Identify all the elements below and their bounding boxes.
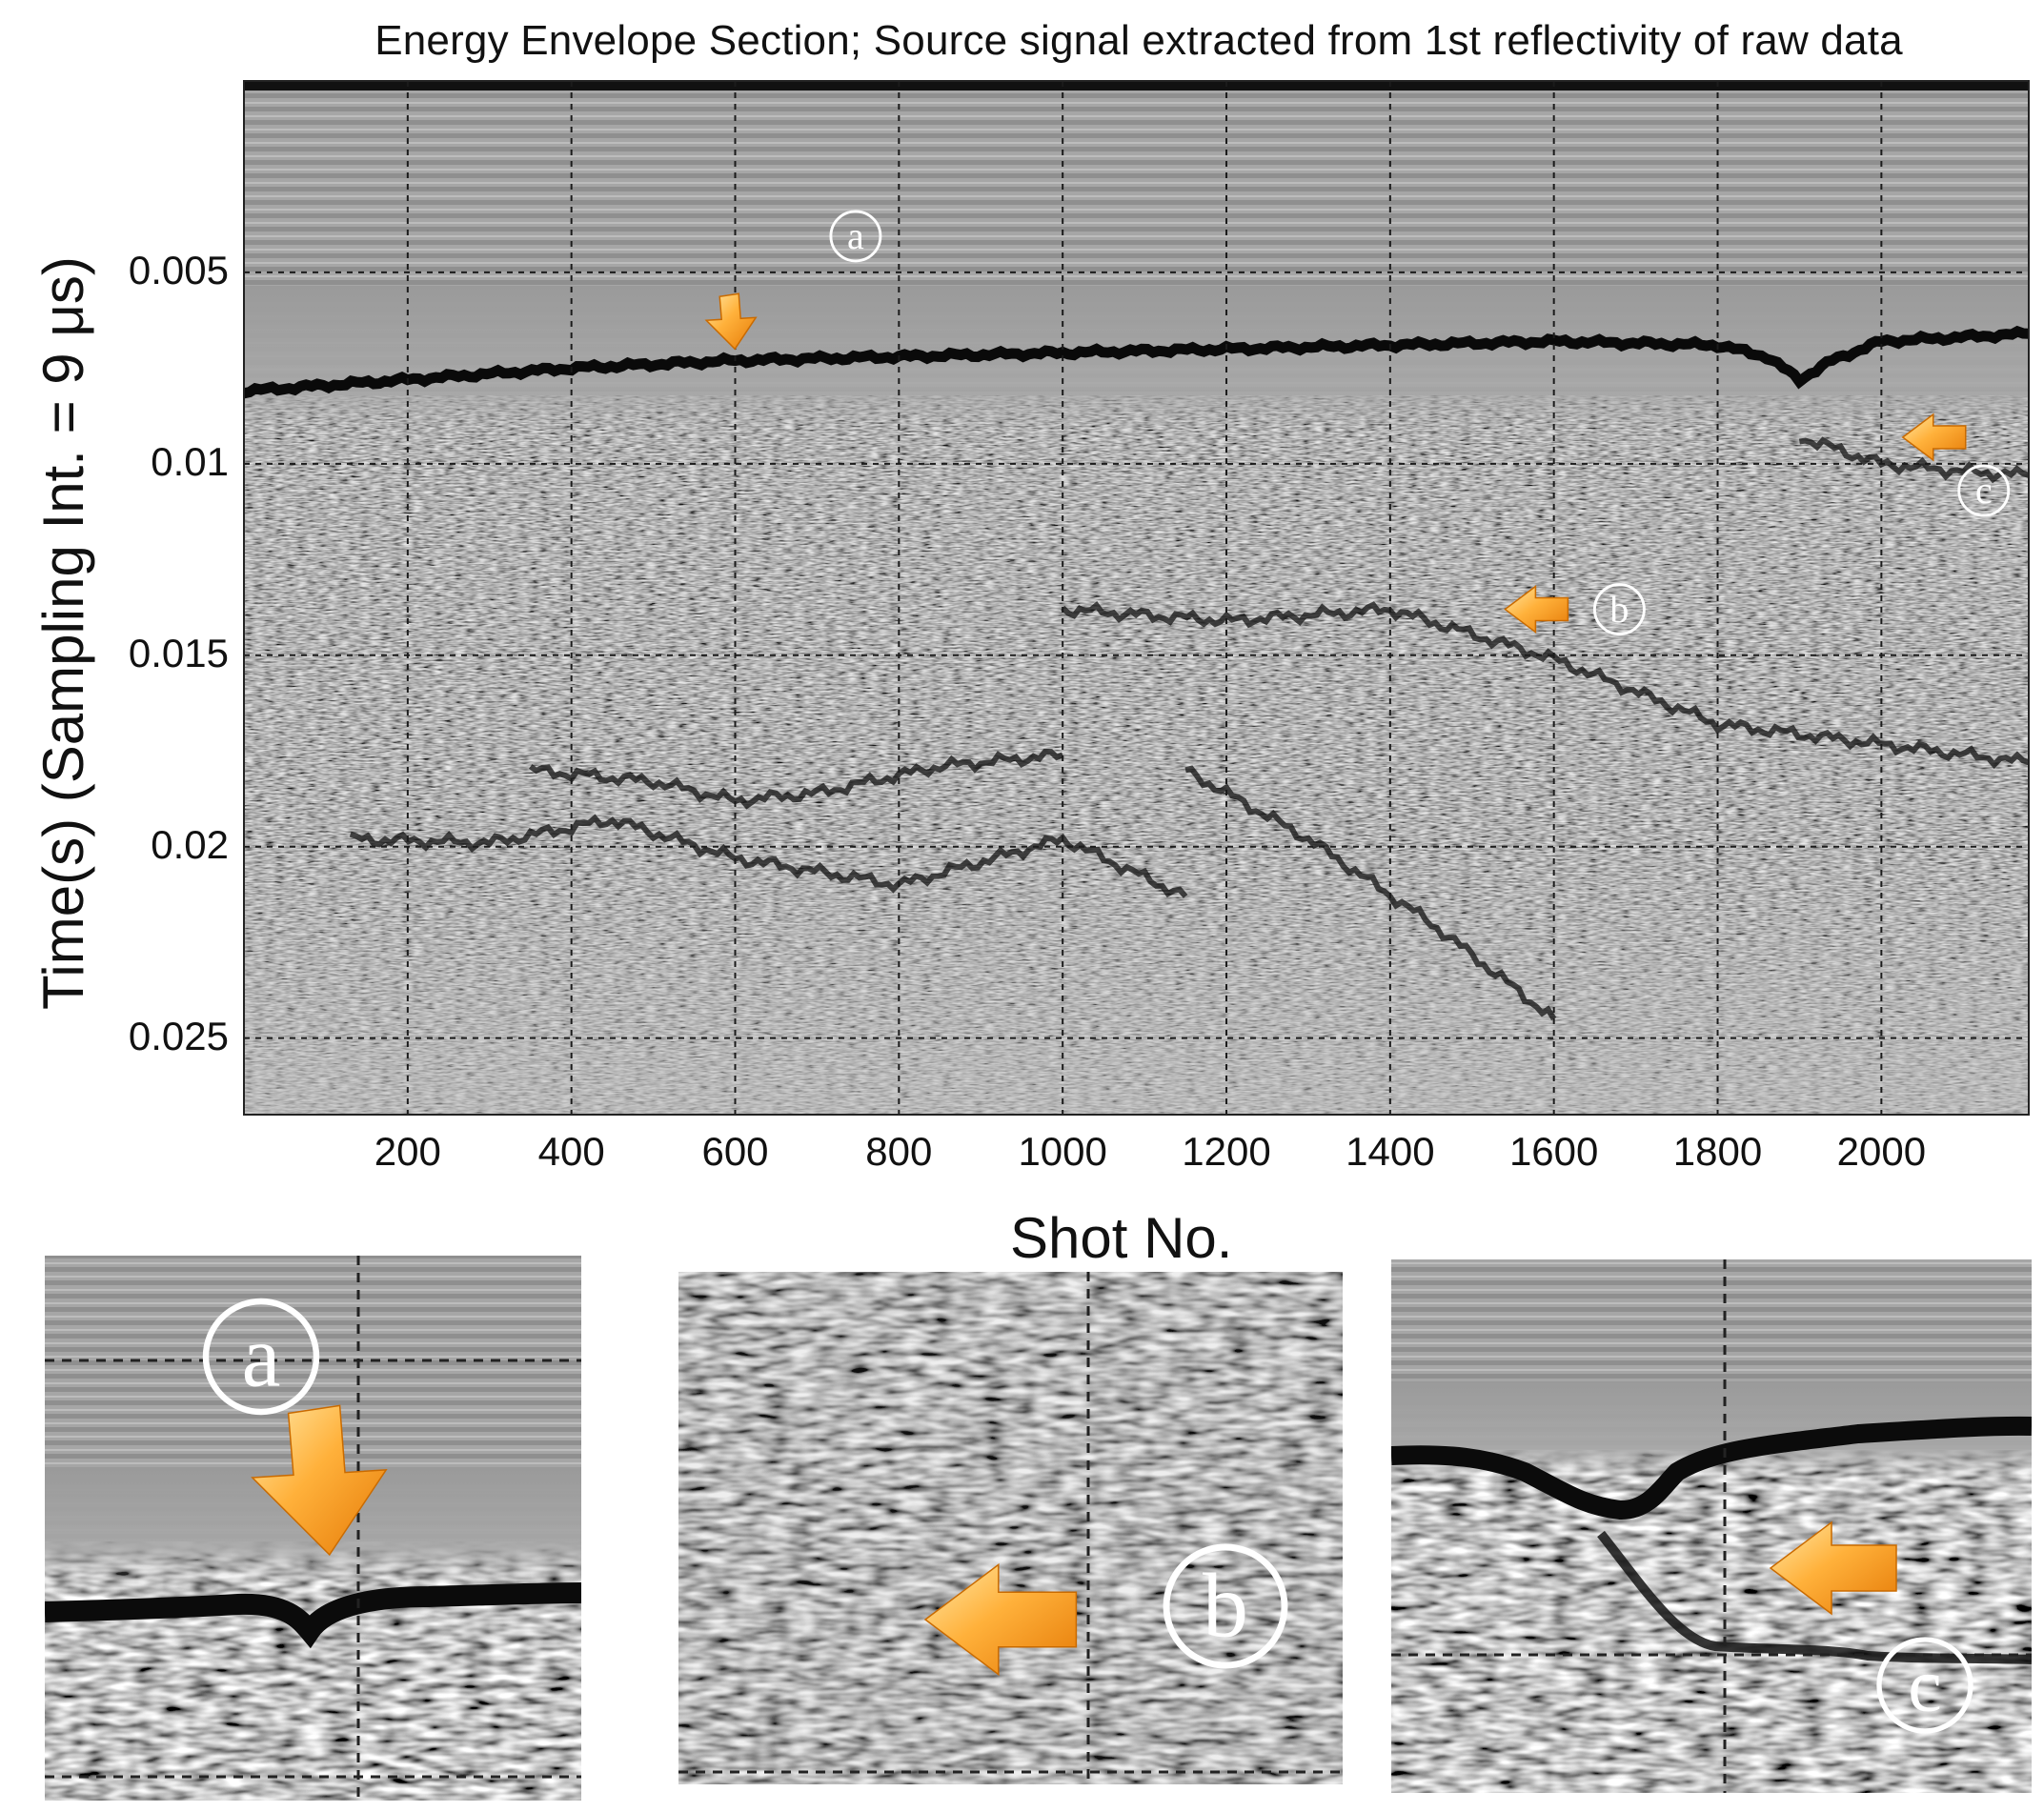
annotation-c: c — [1901, 413, 2011, 517]
inset-annotation-b: b — [923, 1543, 1288, 1677]
x-tick-label: 800 — [865, 1129, 933, 1174]
inset-annotation-c: c — [1769, 1520, 1973, 1734]
annotation-a: a — [704, 210, 882, 351]
annotation-label: a — [242, 1307, 281, 1404]
chart-title: Energy Envelope Section; Source signal e… — [374, 17, 1903, 64]
seafloor-reflector — [244, 325, 2029, 399]
inset-annotation-a: a — [202, 1298, 388, 1557]
y-tick-label: 0.02 — [151, 821, 229, 867]
x-tick-label: 1800 — [1672, 1129, 1763, 1174]
x-tick-label: 1200 — [1182, 1129, 1271, 1174]
annotation-label: c — [1908, 1643, 1942, 1727]
x-tick-label: 1600 — [1508, 1129, 1599, 1174]
arrow-left-icon — [923, 1562, 1078, 1677]
sub-reflector — [1061, 600, 2029, 770]
inset-c — [1391, 1259, 2032, 1793]
sub-reflector — [528, 748, 1064, 810]
x-tick-label: 200 — [374, 1129, 441, 1174]
y-tick-label: 0.01 — [151, 438, 229, 484]
seismic-image — [244, 81, 2029, 1115]
arrow-left-icon — [1901, 413, 1967, 462]
annotation-label: b — [1609, 588, 1629, 631]
x-tick-label: 1400 — [1346, 1129, 1435, 1174]
sub-reflector — [349, 814, 1188, 898]
x-tick-label: 2000 — [1836, 1129, 1927, 1174]
x-tick-label: 1000 — [1018, 1129, 1107, 1174]
inset-b — [678, 1272, 1343, 1784]
x-tick-label: 400 — [537, 1129, 605, 1174]
y-tick-label: 0.015 — [128, 630, 229, 675]
annotation-label: b — [1203, 1555, 1248, 1657]
arrow-down-icon — [251, 1404, 388, 1557]
y-tick-label: 0.005 — [128, 247, 229, 292]
arrow-left-icon — [1769, 1520, 1897, 1616]
annotation-label: a — [847, 214, 864, 257]
annotation-b: b — [1504, 583, 1646, 635]
annotation-label: c — [1975, 469, 1993, 512]
plot-frame — [243, 80, 2030, 1116]
arrow-down-icon — [704, 292, 758, 351]
x-axis-label: Shot No. — [1010, 1206, 1233, 1270]
y-tick-label: 0.025 — [128, 1013, 229, 1058]
sub-reflector — [1798, 436, 2029, 484]
x-tick-label: 600 — [701, 1129, 769, 1174]
sub-reflector — [1184, 765, 1557, 1021]
arrow-left-icon — [1504, 585, 1569, 634]
